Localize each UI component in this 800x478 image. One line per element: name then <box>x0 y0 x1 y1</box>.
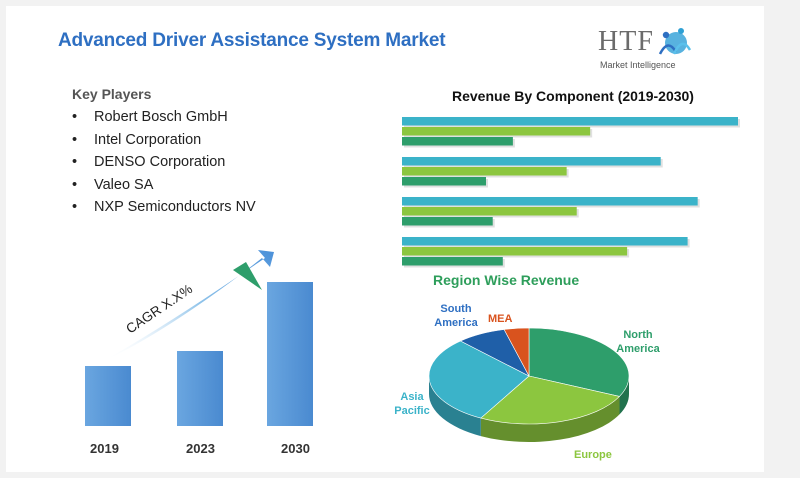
component-bar <box>402 117 738 126</box>
component-bar <box>402 157 661 166</box>
key-player-name: NXP Semiconductors NV <box>94 199 256 215</box>
bullet-marker: • <box>72 131 78 148</box>
htf-logo: HTF Market Intelligence <box>598 26 698 82</box>
key-player-item: • Intel Corporation <box>72 129 256 152</box>
bullet-marker: • <box>72 154 78 170</box>
key-players-heading: Key Players <box>72 86 152 102</box>
pie-slice <box>528 327 630 397</box>
component-bar <box>402 257 503 266</box>
component-chart-title: Revenue By Component (2019-2030) <box>452 88 694 104</box>
pie-label-north-america: North America <box>616 329 660 355</box>
component-bar <box>402 177 486 186</box>
component-bar <box>402 167 567 176</box>
page-title: Advanced Driver Assistance System Market <box>58 30 446 51</box>
key-player-name: Valeo SA <box>94 176 154 193</box>
key-player-name: DENSO Corporation <box>94 154 226 170</box>
pie-label-europe: Europe <box>574 449 612 461</box>
component-bar <box>402 197 698 206</box>
component-bar <box>402 247 628 256</box>
pie-label-south-america: South America <box>434 303 478 329</box>
key-player-item: • Robert Bosch GmbH <box>72 106 256 129</box>
year-label: 2023 <box>186 441 215 456</box>
key-players-list: • Robert Bosch GmbH • Intel Corporation • DEN… <box>72 106 256 219</box>
pie-slice-side <box>480 396 620 443</box>
logo-subtitle: Market Intelligence <box>600 60 676 70</box>
globe-people-icon <box>658 28 692 55</box>
key-player-item: • Valeo SA <box>72 174 256 197</box>
bullet-marker: • <box>72 176 78 193</box>
bullet-marker: • <box>72 109 78 125</box>
key-player-item: • DENSO Corporation <box>72 151 256 174</box>
key-player-item: • NXP Semiconductors NV <box>72 196 256 219</box>
pie-slice-side <box>619 376 629 415</box>
component-bar <box>402 217 493 226</box>
year-bar <box>267 282 313 426</box>
cagr-arrow <box>102 250 274 362</box>
pie-label-asia-pacific: Asia Pacific <box>394 391 430 417</box>
component-bar <box>402 127 591 136</box>
pie-slice <box>503 327 530 377</box>
key-player-name: Robert Bosch GmbH <box>94 109 228 125</box>
bullet-marker: • <box>72 199 78 215</box>
component-bar <box>402 237 688 246</box>
pie-slice <box>428 340 530 419</box>
pie-label-mea: MEA <box>488 313 513 325</box>
pie-slice-side <box>429 376 481 437</box>
year-label: 2030 <box>281 441 310 456</box>
year-bar <box>85 366 131 426</box>
component-bar <box>402 137 513 146</box>
key-player-name: Intel Corporation <box>94 131 202 148</box>
year-label: 2019 <box>90 441 119 456</box>
region-chart-title: Region Wise Revenue <box>433 272 580 288</box>
logo-wordmark: HTF <box>598 26 654 57</box>
year-bar <box>177 351 223 426</box>
component-bar <box>402 207 577 216</box>
